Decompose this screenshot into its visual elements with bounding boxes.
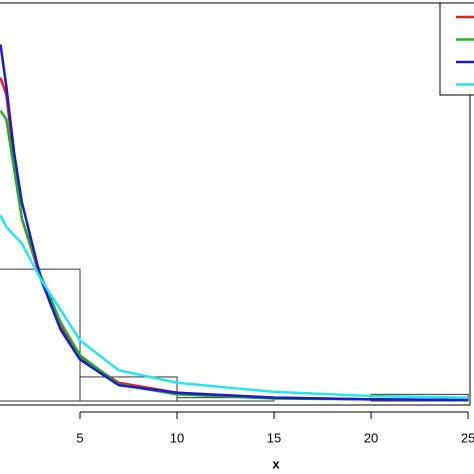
density-line [0, 110, 469, 402]
x-axis-label: x [272, 456, 280, 471]
x-tick-label: 5 [76, 430, 83, 445]
plot-area [0, 44, 469, 402]
density-line [0, 214, 469, 399]
histogram-bar [79, 376, 178, 402]
density-line [0, 77, 469, 402]
x-tick-label: 25 [461, 430, 474, 445]
plot-frame [0, 2, 471, 406]
histogram-bar [0, 268, 81, 402]
x-tick-label: 20 [364, 430, 378, 445]
density-line [0, 44, 469, 402]
legend-box [439, 2, 474, 96]
x-tick-label: 15 [267, 430, 281, 445]
x-tick-label: 10 [170, 430, 184, 445]
